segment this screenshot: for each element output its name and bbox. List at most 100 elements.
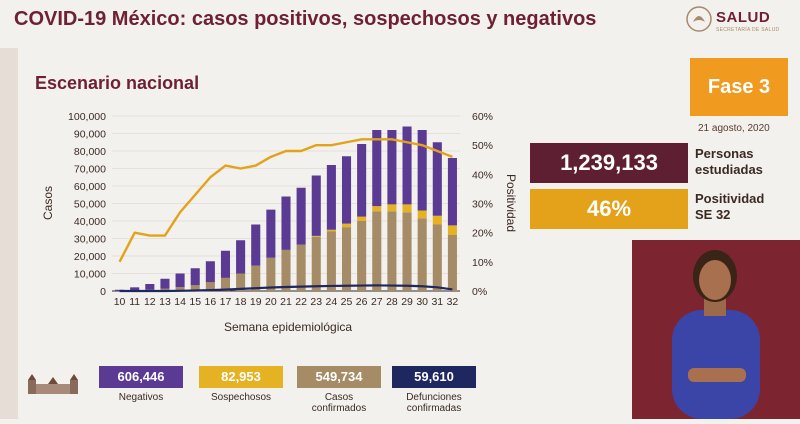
legend-defunciones-label-2: confirmadas xyxy=(392,403,476,414)
bar-negativos xyxy=(221,251,230,278)
bar-negativos xyxy=(327,165,336,230)
y-tick-label: 50,000 xyxy=(74,199,106,211)
y2-tick-label: 50% xyxy=(472,140,493,152)
bar-negativos xyxy=(342,156,351,223)
legend-confirmados-value: 549,734 xyxy=(297,366,381,388)
x-tick-label: 31 xyxy=(431,296,443,308)
bar-sospechosos xyxy=(372,206,381,211)
positivity-label-line-2: SE 32 xyxy=(695,207,764,223)
x-tick-label: 26 xyxy=(356,296,368,308)
bar-negativos xyxy=(236,240,245,273)
positivity-box: 46% xyxy=(530,189,688,229)
bar-negativos xyxy=(160,279,169,289)
bar-casos-confirmados xyxy=(312,237,321,291)
legend-defunciones-value: 59,610 xyxy=(392,366,476,388)
legend-sospechosos-value: 82,953 xyxy=(199,366,283,388)
eagle-seal-icon xyxy=(686,4,712,34)
x-tick-label: 15 xyxy=(189,296,201,308)
bar-negativos xyxy=(191,268,200,285)
y2-axis-label: Positividad xyxy=(504,174,518,232)
bar-negativos xyxy=(266,210,275,258)
studied-count-box: 1,239,133 xyxy=(530,143,688,183)
studied-label-line-2: estudiadas xyxy=(695,162,763,178)
bar-negativos xyxy=(176,274,185,288)
bar-casos-confirmados xyxy=(327,232,336,292)
bar-sospechosos xyxy=(357,217,366,221)
bar-negativos xyxy=(297,188,306,245)
interpreter-figure xyxy=(632,240,800,419)
bar-negativos xyxy=(372,130,381,206)
cathedral-icon xyxy=(26,372,80,394)
bar-sospechosos xyxy=(433,216,442,225)
x-tick-label: 19 xyxy=(250,296,262,308)
bar-casos-confirmados xyxy=(448,235,457,291)
bar-negativos xyxy=(448,158,457,225)
x-tick-label: 23 xyxy=(310,296,322,308)
legend-sospechosos-label: Sospechosos xyxy=(199,392,283,403)
bar-negativos xyxy=(418,130,427,211)
bar-casos-confirmados xyxy=(418,218,427,291)
logo-text: SALUD xyxy=(716,9,770,26)
x-tick-label: 24 xyxy=(326,296,338,308)
legend-confirmados-label-1: Casos xyxy=(297,392,381,403)
y-tick-label: 90,000 xyxy=(74,129,106,141)
y-tick-label: 0 xyxy=(100,286,106,298)
bar-casos-confirmados xyxy=(403,212,412,291)
x-tick-label: 16 xyxy=(205,296,217,308)
bar-sospechosos xyxy=(342,224,351,228)
x-tick-label: 13 xyxy=(159,296,171,308)
y2-tick-label: 30% xyxy=(472,199,493,211)
bar-negativos xyxy=(403,127,412,205)
x-tick-label: 27 xyxy=(371,296,383,308)
phase-badge: Fase 3 xyxy=(690,58,788,116)
positivity-label-line-1: Positividad xyxy=(695,191,764,207)
bar-casos-confirmados xyxy=(357,221,366,291)
bar-sospechosos xyxy=(387,204,396,211)
bar-negativos xyxy=(251,225,260,266)
salud-logo: SALUD SECRETARÍA DE SALUD xyxy=(686,4,796,38)
legend-confirmados: 549,734 Casos confirmados xyxy=(297,366,381,414)
x-tick-label: 17 xyxy=(220,296,232,308)
x-tick-label: 21 xyxy=(280,296,292,308)
x-tick-label: 22 xyxy=(295,296,307,308)
legend-confirmados-label: Casos confirmados xyxy=(297,392,381,414)
x-tick-label: 18 xyxy=(235,296,247,308)
legend-negativos-value: 606,446 xyxy=(99,366,183,388)
y-tick-label: 30,000 xyxy=(74,234,106,246)
x-tick-label: 14 xyxy=(174,296,186,308)
bar-casos-confirmados xyxy=(372,211,381,291)
x-tick-label: 28 xyxy=(386,296,398,308)
y-tick-label: 80,000 xyxy=(74,146,106,158)
x-tick-label: 32 xyxy=(447,296,459,308)
bar-casos-confirmados xyxy=(297,245,306,291)
y2-tick-label: 10% xyxy=(472,257,493,269)
legend-confirmados-label-2: confirmados xyxy=(297,403,381,414)
bar-negativos xyxy=(357,144,366,217)
x-tick-label: 10 xyxy=(114,296,126,308)
bar-casos-confirmados xyxy=(387,211,396,291)
bar-negativos xyxy=(145,284,154,290)
y-tick-label: 60,000 xyxy=(74,181,106,193)
studied-label: Personas estudiadas xyxy=(695,146,763,178)
y-axis-label: Casos xyxy=(41,186,55,220)
x-tick-label: 12 xyxy=(144,296,156,308)
y2-tick-label: 40% xyxy=(472,169,493,181)
y-tick-label: 20,000 xyxy=(74,251,106,263)
studied-label-line-1: Personas xyxy=(695,146,763,162)
y-tick-label: 40,000 xyxy=(74,216,106,228)
bar-negativos xyxy=(206,261,215,282)
cathedral-logo xyxy=(26,372,80,394)
legend-negativos-label: Negativos xyxy=(99,392,183,403)
bar-negativos xyxy=(281,197,290,250)
sign-language-interpreter-panel xyxy=(632,240,800,419)
bar-sospechosos xyxy=(312,236,321,237)
legend-negativos: 606,446 Negativos xyxy=(99,366,183,403)
bar-casos-confirmados xyxy=(342,227,351,291)
x-tick-label: 29 xyxy=(401,296,413,308)
bar-sospechosos xyxy=(327,230,336,232)
legend-defunciones: 59,610 Defunciones confirmadas xyxy=(392,366,476,414)
bar-negativos xyxy=(312,176,321,236)
x-tick-label: 30 xyxy=(416,296,428,308)
epidemiological-chart: 010,00020,00030,00040,00050,00060,00070,… xyxy=(0,0,530,340)
